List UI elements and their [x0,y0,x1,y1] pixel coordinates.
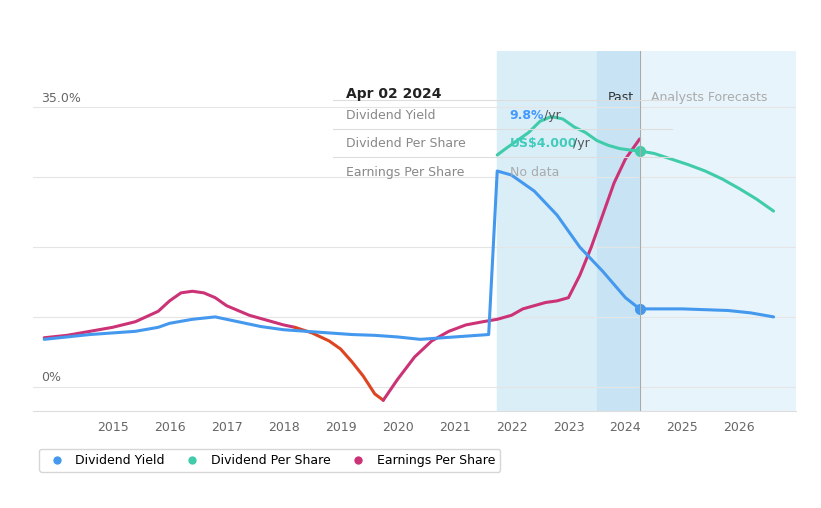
Text: 0%: 0% [41,371,62,384]
Bar [498,51,597,411]
Bar [640,51,796,411]
Text: Apr 02 2024: Apr 02 2024 [346,87,442,101]
Text: Earnings Per Share: Earnings Per Share [346,166,465,179]
Text: Analysts Forecasts: Analysts Forecasts [651,91,768,104]
Text: Dividend Per Share: Dividend Per Share [346,137,466,150]
Bar [597,51,640,411]
Text: /yr: /yr [540,109,561,122]
Text: Past: Past [608,91,634,104]
Text: /yr: /yr [569,137,590,150]
Text: 35.0%: 35.0% [41,92,81,105]
Legend: Dividend Yield, Dividend Per Share, Earnings Per Share: Dividend Yield, Dividend Per Share, Earn… [39,449,501,472]
Text: Dividend Yield: Dividend Yield [346,109,436,122]
Text: No data: No data [510,166,559,179]
Text: 9.8%: 9.8% [510,109,544,122]
Text: US$4.000: US$4.000 [510,137,577,150]
